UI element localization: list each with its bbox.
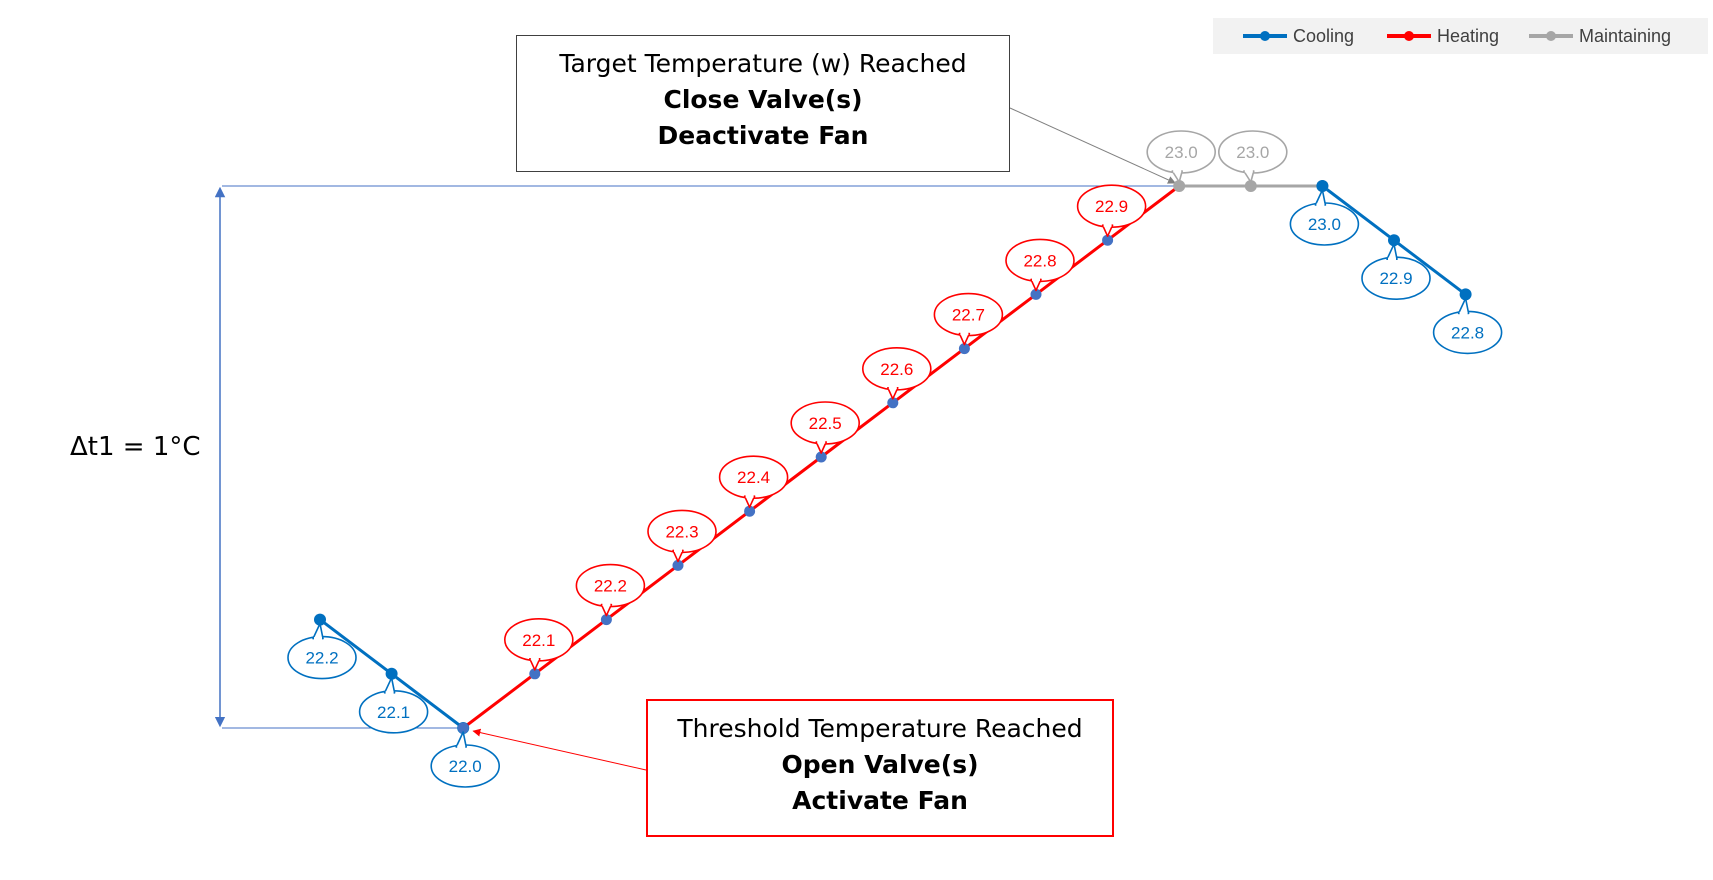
data-point-maintaining-2-0	[1173, 180, 1186, 192]
data-label-heating-2-text: 22.2	[594, 577, 627, 596]
data-point-heating-1-0	[457, 722, 469, 734]
data-label-heating-4-tail	[743, 495, 756, 508]
data-label-heating-5-tail	[815, 441, 827, 454]
legend-swatch-maintaining	[1529, 31, 1573, 41]
data-label-heating-1-text: 22.1	[522, 631, 555, 650]
legend-swatch-heating	[1387, 31, 1431, 41]
data-label-heating-7-tail	[958, 332, 971, 346]
target-annotation-title: Target Temperature (w) Reached	[559, 49, 967, 78]
threshold-annotation-title: Threshold Temperature Reached	[677, 714, 1083, 743]
legend-label-cooling: Cooling	[1293, 25, 1355, 46]
data-label-cooling-0-2-text: 22.0	[449, 757, 482, 776]
data-point-heating-1-3	[672, 559, 684, 571]
threshold-annotation-box: Threshold Temperature Reached Open Valve…	[646, 699, 1114, 837]
data-label-heating-9-text: 22.9	[1095, 197, 1128, 216]
threshold-leader-line	[472, 728, 647, 771]
data-label-cooling-0-1-text: 22.1	[377, 703, 410, 722]
data-label-heating-4-text: 22.4	[737, 468, 770, 487]
data-label-heating-7-text: 22.7	[952, 306, 985, 325]
data-label-cooling-0-2-tail	[455, 731, 467, 748]
data-point-cooling-0-1	[385, 667, 398, 680]
data-label-heating-9-tail	[1101, 224, 1114, 237]
data-point-heating-1-5	[815, 451, 827, 463]
legend-item-cooling: Cooling	[1241, 18, 1354, 54]
data-label-heating-1-tail	[529, 658, 541, 671]
data-label-maintaining-1-text: 23.0	[1236, 143, 1269, 162]
legend-swatch-cooling	[1243, 31, 1287, 41]
data-label-heating-8-tail	[1030, 278, 1042, 292]
data-label-cooling-0-1-tail	[383, 677, 396, 694]
data-label-cooling-3-2-text: 22.8	[1451, 323, 1484, 342]
data-label-heating-8-text: 22.8	[1023, 251, 1056, 270]
data-point-heating-1-9	[1102, 234, 1114, 246]
data-label-cooling-3-1-tail	[1386, 243, 1398, 260]
target-annotation-action-2: Deactivate Fan	[657, 121, 869, 150]
target-leader-line	[1009, 107, 1176, 184]
legend: Cooling Heating Maintaining	[1213, 18, 1708, 54]
legend-item-heating: Heating	[1385, 18, 1499, 54]
legend-label-heating: Heating	[1437, 25, 1500, 46]
legend-label-maintaining: Maintaining	[1579, 25, 1672, 46]
data-point-heating-1-8	[1030, 288, 1042, 300]
data-label-cooling-3-2-tail	[1457, 297, 1470, 315]
threshold-annotation-action-2: Activate Fan	[792, 786, 968, 815]
data-point-cooling-3-2	[1459, 288, 1472, 301]
data-label-heating-6-text: 22.6	[880, 360, 913, 379]
delta-label: Δt1 = 1°C	[70, 432, 201, 462]
data-label-heating-3-tail	[672, 549, 684, 563]
data-point-heating-1-7	[958, 343, 970, 355]
data-label-heating-6-tail	[887, 387, 899, 400]
data-point-cooling-3-1	[1388, 234, 1400, 247]
data-point-cooling-0-0	[314, 613, 326, 626]
data-point-cooling-3-0	[1316, 180, 1329, 192]
data-label-cooling-3-0-text: 23.0	[1308, 215, 1341, 234]
target-annotation-box: Target Temperature (w) Reached Close Val…	[516, 35, 1010, 172]
data-point-maintaining-2-1	[1244, 180, 1257, 192]
data-label-heating-2-tail	[600, 603, 613, 617]
legend-item-maintaining: Maintaining	[1527, 18, 1671, 54]
data-point-heating-1-4	[744, 505, 756, 517]
data-label-cooling-0-0-tail	[312, 622, 324, 640]
data-label-maintaining-0-text: 23.0	[1165, 143, 1198, 162]
data-label-cooling-3-0-tail	[1314, 189, 1327, 206]
threshold-annotation-action-1: Open Valve(s)	[781, 750, 979, 779]
target-annotation-action-1: Close Valve(s)	[663, 85, 863, 114]
data-label-heating-5-text: 22.5	[809, 414, 842, 433]
data-point-heating-1-1	[529, 668, 541, 680]
data-label-heating-3-text: 22.3	[665, 522, 698, 541]
data-label-cooling-0-0-text: 22.2	[305, 649, 338, 668]
data-label-cooling-3-1-text: 22.9	[1379, 269, 1412, 288]
data-point-heating-1-6	[887, 397, 899, 409]
data-point-heating-1-2	[600, 614, 612, 626]
